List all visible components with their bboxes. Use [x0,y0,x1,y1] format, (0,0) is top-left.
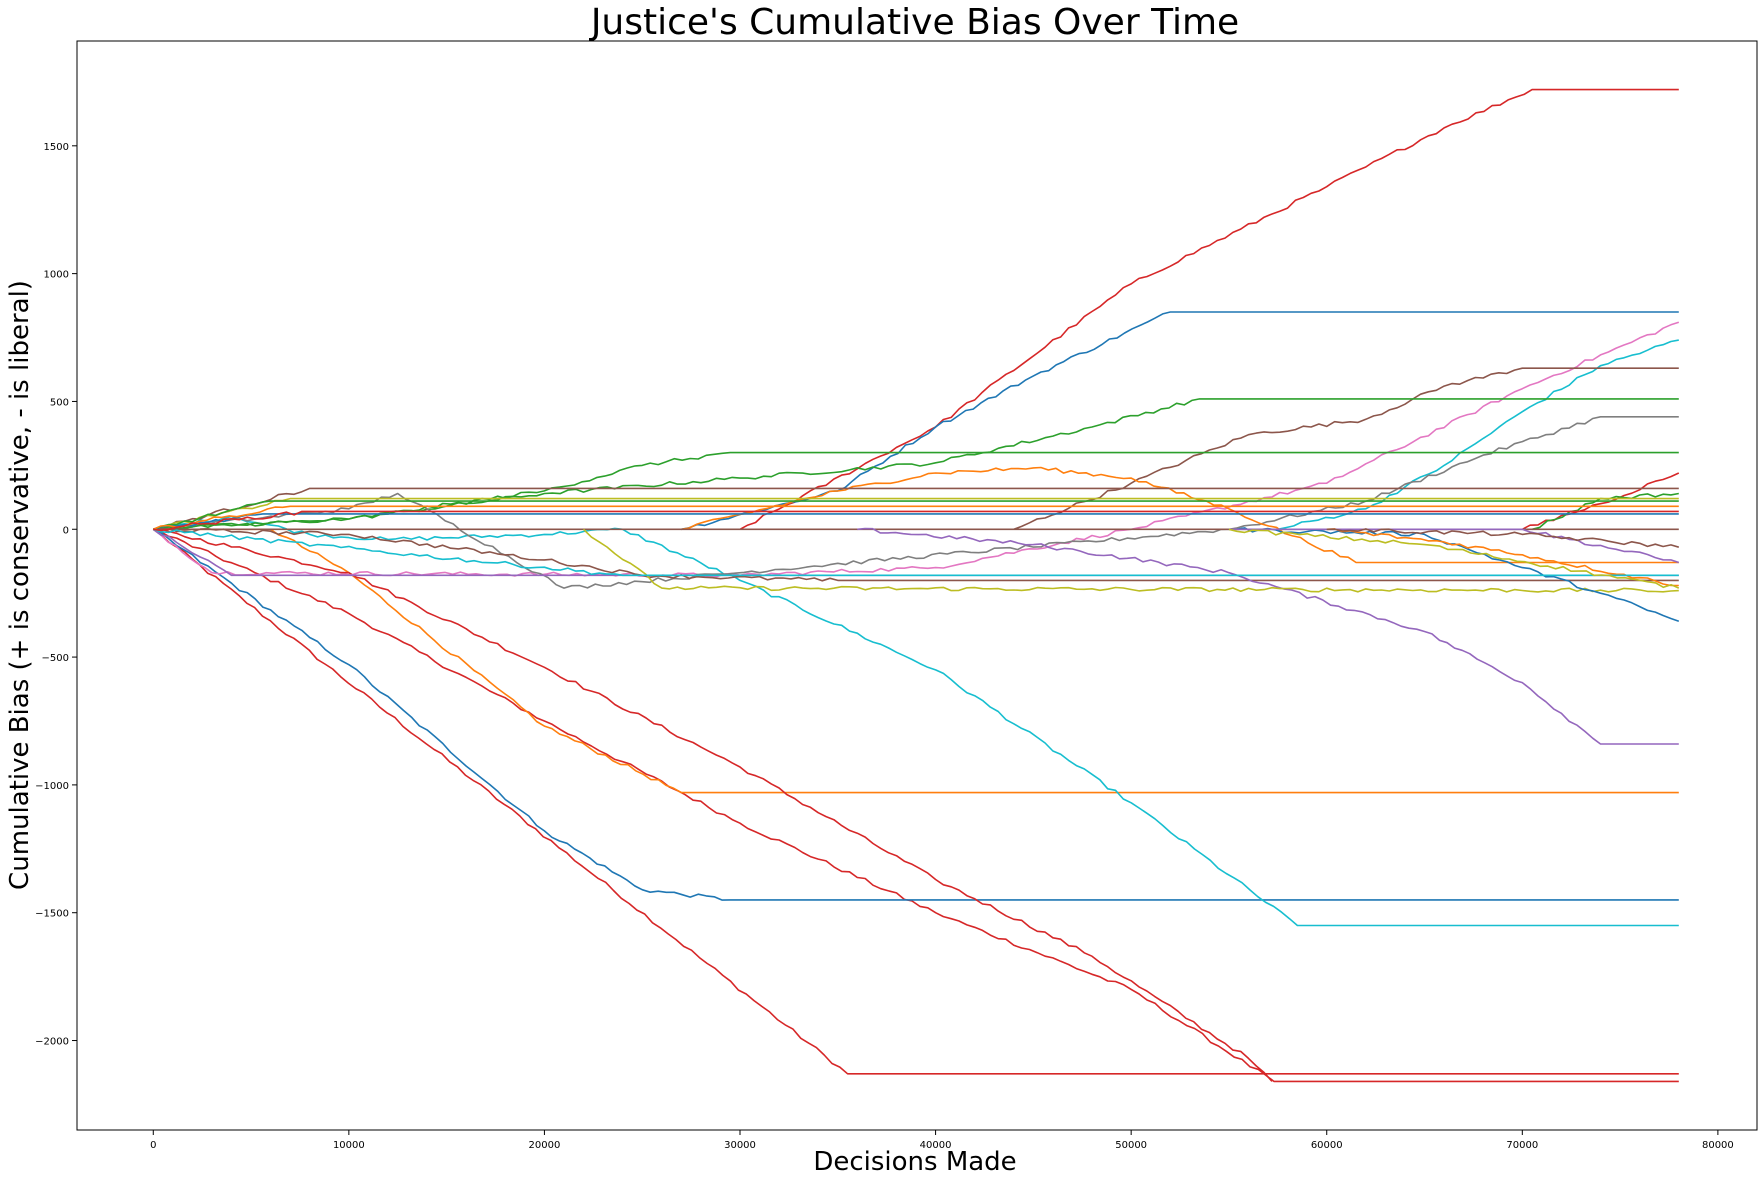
y-axis-ticks: −2000 −1500 −1000 −500 0 500 1000 1500 [35,142,77,1048]
y-axis-label: Cumulative Bias (+ is conservative, - is… [5,280,35,890]
series-line-purple-3 [1228,528,1680,564]
series-line-pink-1 [152,321,1680,578]
series-line-cyan-3 [153,528,1679,577]
series-line-cyan-1 [153,515,1679,927]
x-tick-label: 40000 [920,1140,952,1151]
series-line-blue-2 [681,311,1679,531]
series-line-olive-3 [1228,528,1680,589]
series-line-orange-1 [153,528,1679,794]
x-tick-label: 70000 [1506,1140,1538,1151]
series-line-orange-2 [681,466,1679,564]
x-axis-ticks: 0 10000 20000 30000 40000 50000 60000 70000 8000… [150,1130,1734,1151]
y-tick-label: −2000 [35,1037,69,1048]
series-line-blue-4 [153,513,1679,531]
x-tick-label: 80000 [1702,1140,1734,1151]
series-line-red-6 [153,510,1679,532]
y-tick-label: 1000 [44,270,69,281]
plot-area [76,40,1758,1131]
series-line-purple-1 [152,528,1679,577]
x-tick-label: 0 [150,1140,156,1151]
series-line-brown-4 [153,528,1679,582]
series-line-red-1 [152,528,1679,1075]
y-tick-label: −1500 [35,909,69,920]
x-tick-label: 50000 [1115,1140,1147,1151]
series-lines [152,88,1680,1083]
series-line-blue-1 [152,528,1679,901]
series-line-green-4 [153,500,1679,531]
series-line-orange-4 [152,505,1679,531]
x-tick-label: 20000 [529,1140,561,1151]
y-tick-label: 500 [50,397,69,408]
x-tick-label: 30000 [724,1140,756,1151]
series-line-brown-2 [153,487,1679,531]
series-line-red-4 [739,88,1679,531]
y-tick-label: −500 [42,653,69,664]
x-tick-label: 10000 [333,1140,365,1151]
series-line-brown-1 [1013,367,1679,531]
y-tick-label: 1500 [44,142,69,153]
chart-title: Justice's Cumulative Bias Over Time [589,2,1239,43]
series-line-brown-5 [1326,528,1680,548]
y-tick-label: −1000 [35,781,69,792]
series-line-purple-2 [857,527,1679,745]
x-axis-label: Decisions Made [813,1147,1016,1177]
series-line-olive-2 [582,528,1679,593]
series-line-green-2 [153,451,1679,531]
series-line-orange-3 [1326,528,1679,587]
series-line-red-3 [153,528,1273,1082]
x-tick-label: 60000 [1311,1140,1343,1151]
y-tick-label: 0 [63,525,69,536]
series-line-red-2 [153,528,1679,1083]
series-line-green-1 [153,398,1679,531]
